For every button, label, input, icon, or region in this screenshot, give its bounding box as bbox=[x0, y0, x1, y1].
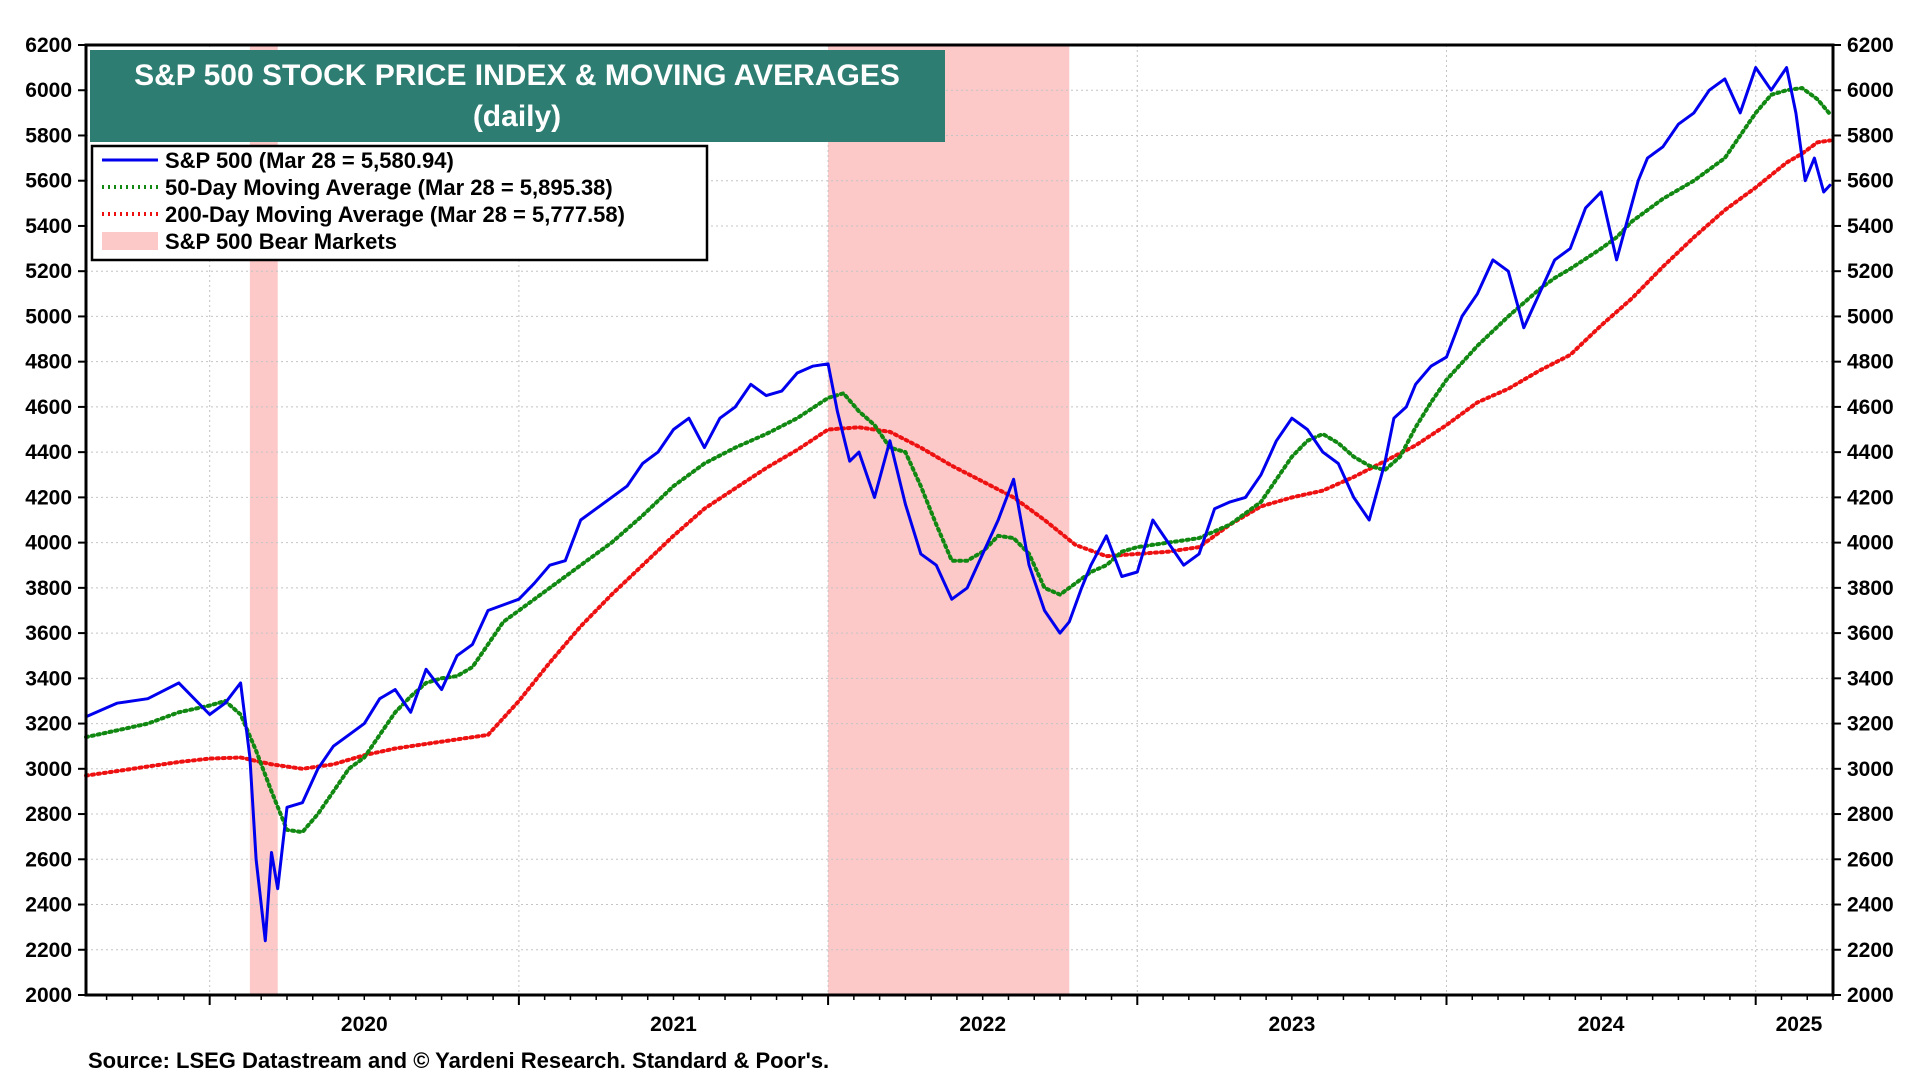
y-tick-label-left-2400: 2400 bbox=[25, 894, 72, 917]
y-tick-label-right-3400: 3400 bbox=[1847, 667, 1894, 690]
series-line-200dma bbox=[84, 138, 1832, 778]
y-tick-label-right-4400: 4400 bbox=[1847, 441, 1894, 464]
y-tick-label-right-6000: 6000 bbox=[1847, 79, 1894, 102]
y-tick-label-right-5800: 5800 bbox=[1847, 124, 1894, 147]
y-tick-label-right-3200: 3200 bbox=[1847, 713, 1894, 736]
x-tick-label-2020: 2020 bbox=[341, 1013, 388, 1036]
y-tick-label-left-5800: 5800 bbox=[25, 124, 72, 147]
y-tick-label-left-2000: 2000 bbox=[25, 984, 72, 1007]
y-tick-label-right-5400: 5400 bbox=[1847, 215, 1894, 238]
y-axis-left: 2000 2200 2400 2600 2800 3000 3200 3400 3600 3800… bbox=[25, 34, 86, 1007]
y-tick-label-left-6200: 6200 bbox=[25, 34, 72, 57]
y-tick-label-right-2200: 2200 bbox=[1847, 939, 1894, 962]
x-tick-label-2023: 2023 bbox=[1269, 1013, 1316, 1036]
x-tick-label-2025: 2025 bbox=[1776, 1013, 1823, 1036]
y-tick-label-left-4200: 4200 bbox=[25, 486, 72, 509]
y-tick-label-left-2800: 2800 bbox=[25, 803, 72, 826]
y-tick-label-left-3400: 3400 bbox=[25, 667, 72, 690]
legend-swatch-bear bbox=[102, 232, 158, 250]
chart-subtitle: (daily) bbox=[473, 100, 561, 133]
y-tick-label-right-5600: 5600 bbox=[1847, 170, 1894, 193]
title-box: S&P 500 STOCK PRICE INDEX & MOVING AVERA… bbox=[90, 50, 945, 142]
bear-market-band-2 bbox=[828, 45, 1070, 995]
y-tick-label-left-4400: 4400 bbox=[25, 441, 72, 464]
y-tick-label-left-3600: 3600 bbox=[25, 622, 72, 645]
y-axis-right: 2000 2200 2400 2600 2800 3000 3200 3400 3600 3800… bbox=[1833, 34, 1894, 1007]
series-lines bbox=[84, 66, 1832, 943]
series-line-sp500 bbox=[84, 66, 1832, 943]
y-tick-label-right-4600: 4600 bbox=[1847, 396, 1894, 419]
x-tick-label-2021: 2021 bbox=[650, 1013, 697, 1036]
x-tick-label-2024: 2024 bbox=[1578, 1013, 1625, 1036]
y-tick-label-left-4600: 4600 bbox=[25, 396, 72, 419]
y-tick-label-left-2200: 2200 bbox=[25, 939, 72, 962]
y-tick-label-right-6200: 6200 bbox=[1847, 34, 1894, 57]
series-line-50dma bbox=[84, 86, 1832, 835]
legend-label-200dma: 200-Day Moving Average (Mar 28 = 5,777.5… bbox=[165, 202, 625, 227]
y-tick-label-left-2600: 2600 bbox=[25, 848, 72, 871]
y-tick-label-right-2800: 2800 bbox=[1847, 803, 1894, 826]
y-tick-label-right-3600: 3600 bbox=[1847, 622, 1894, 645]
y-tick-label-right-3800: 3800 bbox=[1847, 577, 1894, 600]
plot-frame bbox=[84, 43, 1835, 997]
y-tick-label-left-3800: 3800 bbox=[25, 577, 72, 600]
legend-label-50dma: 50-Day Moving Average (Mar 28 = 5,895.38… bbox=[165, 175, 613, 200]
y-tick-label-right-2000: 2000 bbox=[1847, 984, 1894, 1007]
y-tick-label-right-4200: 4200 bbox=[1847, 486, 1894, 509]
chart-title: S&P 500 STOCK PRICE INDEX & MOVING AVERA… bbox=[134, 59, 900, 92]
y-tick-label-left-4800: 4800 bbox=[25, 351, 72, 374]
y-tick-label-left-3200: 3200 bbox=[25, 713, 72, 736]
y-tick-label-left-5200: 5200 bbox=[25, 260, 72, 283]
y-tick-label-left-5000: 5000 bbox=[25, 305, 72, 328]
x-axis: 2020 2021 2022 2023 2024 2025 bbox=[105, 995, 1834, 1036]
y-tick-label-left-3000: 3000 bbox=[25, 758, 72, 781]
y-tick-label-right-2600: 2600 bbox=[1847, 848, 1894, 871]
y-tick-label-right-4000: 4000 bbox=[1847, 532, 1894, 555]
x-tick-label-2022: 2022 bbox=[959, 1013, 1006, 1036]
y-tick-label-right-2400: 2400 bbox=[1847, 894, 1894, 917]
y-tick-label-left-4000: 4000 bbox=[25, 532, 72, 555]
legend-label-sp500: S&P 500 (Mar 28 = 5,580.94) bbox=[165, 148, 454, 173]
y-tick-label-left-5400: 5400 bbox=[25, 215, 72, 238]
y-tick-label-left-5600: 5600 bbox=[25, 170, 72, 193]
y-tick-label-left-6000: 6000 bbox=[25, 79, 72, 102]
y-tick-label-right-5000: 5000 bbox=[1847, 305, 1894, 328]
y-tick-label-right-4800: 4800 bbox=[1847, 351, 1894, 374]
y-tick-label-right-3000: 3000 bbox=[1847, 758, 1894, 781]
y-tick-label-right-5200: 5200 bbox=[1847, 260, 1894, 283]
legend: S&P 500 (Mar 28 = 5,580.94) 50-Day Movin… bbox=[90, 144, 709, 262]
legend-label-bear: S&P 500 Bear Markets bbox=[165, 229, 397, 254]
source-note: Source: LSEG Datastream and © Yardeni Re… bbox=[88, 1048, 829, 1073]
